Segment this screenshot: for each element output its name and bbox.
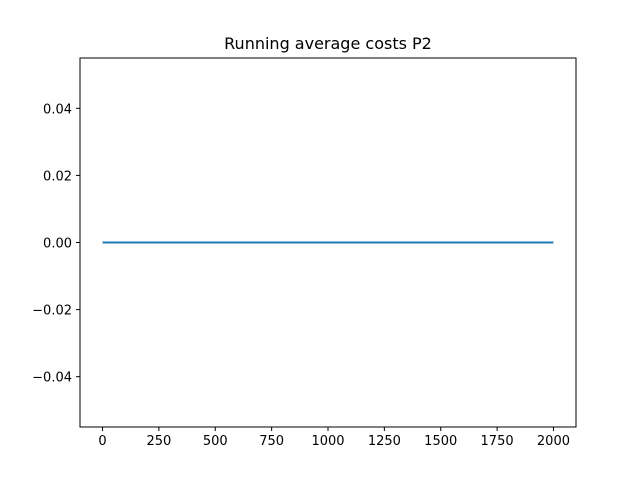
x-tick-label: 1750	[481, 434, 514, 449]
y-tick-label: 0.04	[43, 102, 72, 117]
x-tick-label: 500	[203, 434, 228, 449]
x-tick-label: 1500	[424, 434, 457, 449]
y-tick-label: 0.02	[43, 169, 72, 184]
x-tick-label: 250	[146, 434, 171, 449]
x-axis: 0 250 500 750 1000 1250 1500 1750 2000	[98, 427, 570, 449]
y-tick-label: −0.02	[32, 304, 72, 319]
y-axis: 0.04 0.02 0.00 −0.02 −0.04	[32, 102, 80, 386]
y-tick-label: 0.00	[43, 237, 72, 252]
x-tick-label: 2000	[537, 434, 570, 449]
x-tick-label: 1000	[311, 434, 344, 449]
x-tick-label: 0	[98, 434, 106, 449]
x-tick-label: 750	[259, 434, 284, 449]
y-tick-label: −0.04	[32, 371, 72, 386]
x-tick-label: 1250	[368, 434, 401, 449]
chart-title: Running average costs P2	[224, 34, 432, 53]
